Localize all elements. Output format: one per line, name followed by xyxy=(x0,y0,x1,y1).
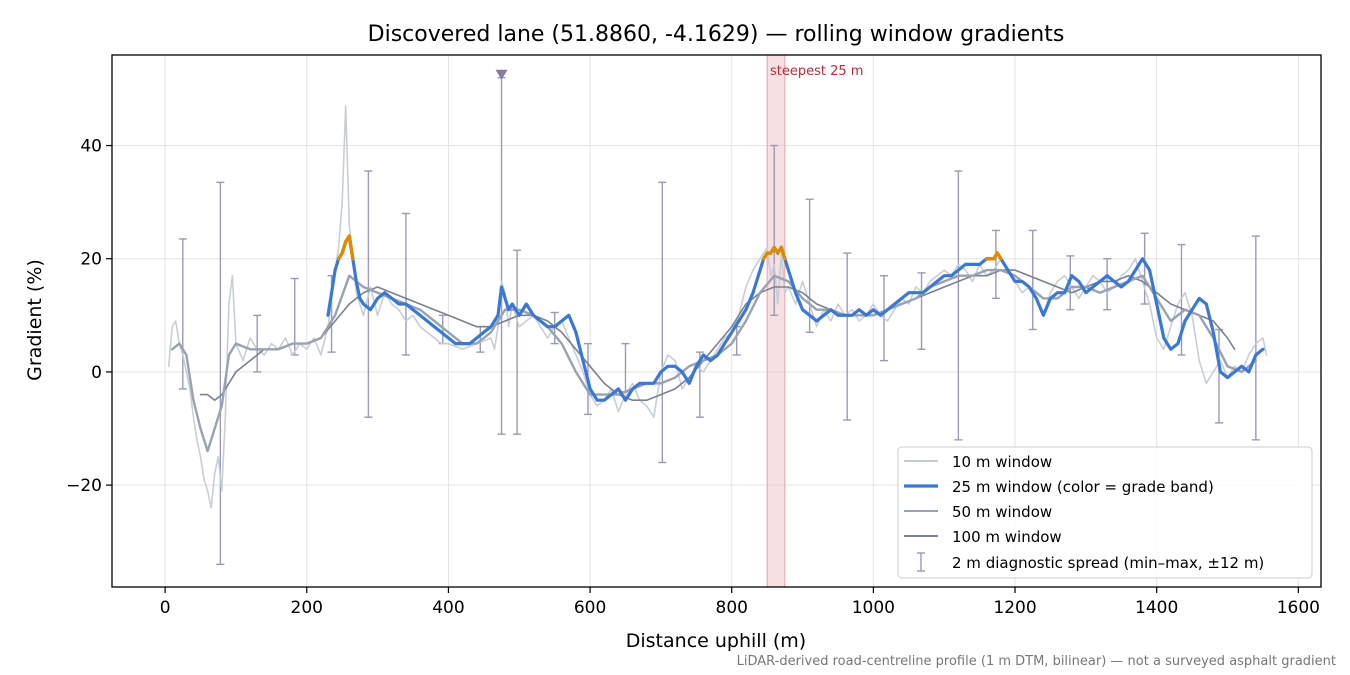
x-tick-label: 1400 xyxy=(1135,598,1178,618)
spread-error-bar xyxy=(1028,229,1037,331)
spread-error-bar xyxy=(805,198,814,334)
steep-segment xyxy=(995,251,1003,261)
highlight-layer xyxy=(766,54,786,588)
y-axis-label: Gradient (%) xyxy=(24,259,46,381)
x-tick-label: 400 xyxy=(432,598,464,618)
peak-marker xyxy=(495,69,508,80)
chart-title: Discovered lane (51.8860, -4.1629) — rol… xyxy=(368,22,1065,47)
legend-label-w25: 25 m window (color = grade band) xyxy=(952,478,1214,496)
x-tick-label: 1200 xyxy=(993,598,1036,618)
legend-label-spread: 2 m diagnostic spread (min–max, ±12 m) xyxy=(952,554,1264,572)
series-layer xyxy=(167,105,1268,509)
steep-segment xyxy=(347,234,355,261)
x-tick-label: 200 xyxy=(291,598,323,618)
spread-error-bar xyxy=(991,229,1000,300)
y-tick-label: 40 xyxy=(80,137,102,157)
spread-error-bar xyxy=(843,252,852,421)
legend-swatch-spread xyxy=(917,552,925,572)
spread-error-bar xyxy=(178,238,187,390)
legend-label-w50: 50 m window xyxy=(952,503,1052,521)
spread-error-bar xyxy=(1251,235,1260,441)
spread-error-bar xyxy=(917,272,926,350)
plot-frame xyxy=(111,54,1322,588)
legend: 10 m window 25 m window (color = grade b… xyxy=(897,446,1313,579)
x-axis-label: Distance uphill (m) xyxy=(626,630,806,652)
axis-ticks: 0 200 400 600 800 1000 1200 1400 1600 −20 0 20 40 xyxy=(66,137,1320,618)
x-tick-label: 1000 xyxy=(852,598,895,618)
spread-error-bar xyxy=(1103,258,1112,311)
spread-error-bar xyxy=(1215,328,1224,424)
spread-error-bar xyxy=(513,249,522,435)
steep-segment xyxy=(340,240,348,255)
x-tick-label: 1600 xyxy=(1277,598,1320,618)
spread-error-bar xyxy=(253,314,262,373)
steepest-highlight-band xyxy=(766,54,786,588)
spread-error-bar xyxy=(1140,232,1149,305)
spread-error-bar xyxy=(658,181,667,464)
y-tick-label: 0 xyxy=(91,363,102,383)
legend-label-w100: 100 m window xyxy=(952,528,1062,546)
steepest-annotation: steepest 25 m xyxy=(770,64,863,79)
spread-error-bar xyxy=(216,181,225,566)
footnote: LiDAR-derived road-centreline profile (1… xyxy=(737,654,1336,669)
series-line-w10 xyxy=(167,105,1268,509)
y-tick-label: 20 xyxy=(80,250,102,270)
legend-label-w10: 10 m window xyxy=(952,453,1052,471)
y-tick-label: −20 xyxy=(66,476,102,496)
marker-layer xyxy=(495,69,508,80)
spread-error-bar xyxy=(954,170,963,441)
x-tick-label: 0 xyxy=(160,598,171,618)
spread-error-bar xyxy=(401,212,410,356)
legend-box xyxy=(897,446,1313,579)
x-tick-label: 600 xyxy=(574,598,606,618)
x-tick-label: 800 xyxy=(716,598,748,618)
steep-segment xyxy=(779,245,787,261)
